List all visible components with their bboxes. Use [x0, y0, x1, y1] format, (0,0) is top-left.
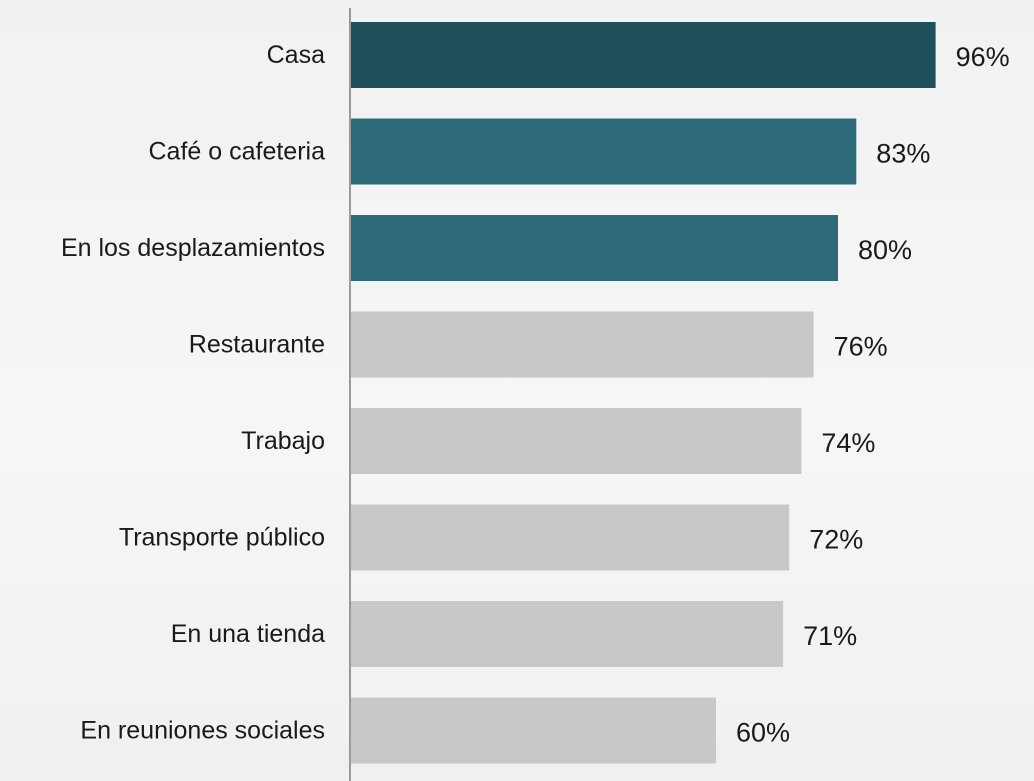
- bar-2: [350, 215, 838, 281]
- category-label: Transporte público: [119, 524, 325, 552]
- value-label: 83%: [876, 139, 930, 169]
- bar-5: [350, 504, 790, 571]
- category-label: Casa: [267, 41, 325, 69]
- category-label: Café o cafeteria: [149, 138, 326, 166]
- value-labels: 96% 83% 80% 76% 74% 72% 71% 60%: [736, 42, 1010, 748]
- bar-1: [350, 118, 857, 185]
- category-label: En una tienda: [171, 620, 325, 648]
- category-label: En los desplazamientos: [61, 234, 325, 262]
- value-label: 76%: [834, 332, 888, 362]
- bar-6: [350, 601, 784, 667]
- category-label: Trabajo: [241, 427, 325, 455]
- bars-layer: [350, 22, 936, 764]
- bar-7: [350, 697, 716, 764]
- category-labels: Casa Café o cafeteria En los desplazamient…: [61, 41, 325, 745]
- value-label: 80%: [858, 235, 912, 265]
- value-label: 71%: [803, 621, 857, 651]
- category-label: En reuniones sociales: [80, 717, 325, 745]
- value-label: 72%: [809, 525, 863, 555]
- value-label: 96%: [956, 42, 1010, 72]
- category-label: Restaurante: [189, 331, 325, 359]
- value-label: 74%: [821, 428, 875, 458]
- value-label: 60%: [736, 718, 790, 748]
- bar-3: [350, 311, 814, 378]
- bar-4: [350, 408, 802, 474]
- bar-0: [350, 22, 936, 88]
